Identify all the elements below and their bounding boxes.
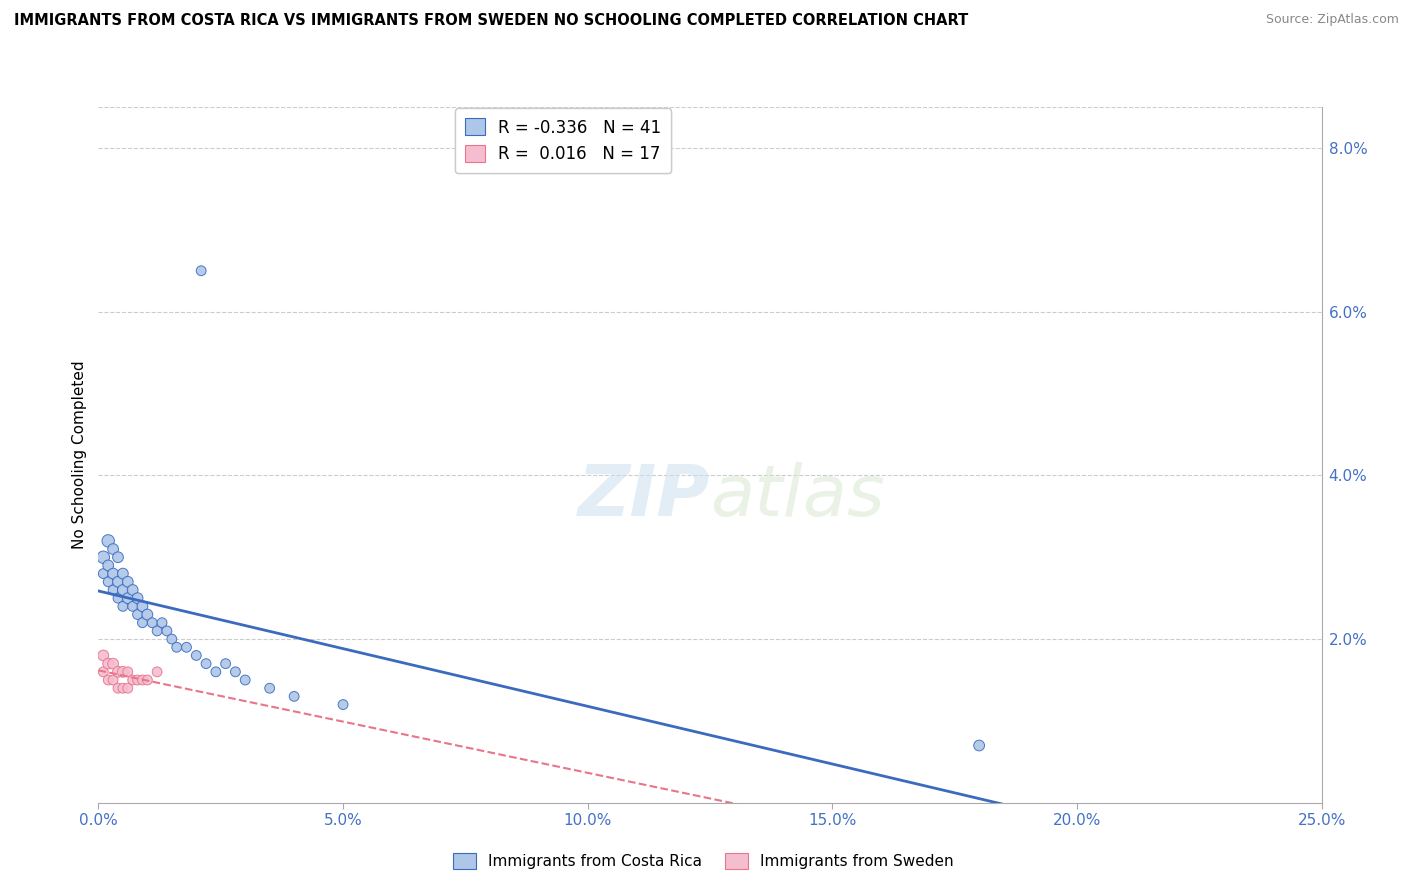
Point bbox=[131, 673, 153, 687]
Point bbox=[97, 574, 120, 589]
Point bbox=[97, 673, 120, 687]
Text: ZIP: ZIP bbox=[578, 462, 710, 531]
Point bbox=[101, 566, 124, 581]
Point bbox=[259, 681, 281, 696]
Point bbox=[111, 681, 134, 696]
Point bbox=[127, 607, 149, 622]
Point bbox=[176, 640, 198, 655]
Point bbox=[107, 665, 129, 679]
Point bbox=[127, 673, 149, 687]
Point bbox=[111, 582, 134, 597]
Point bbox=[205, 665, 228, 679]
Point bbox=[107, 574, 129, 589]
Point bbox=[117, 591, 139, 606]
Point bbox=[121, 582, 143, 597]
Point bbox=[97, 558, 120, 573]
Point bbox=[214, 657, 236, 671]
Point bbox=[107, 591, 129, 606]
Point bbox=[97, 657, 120, 671]
Point bbox=[101, 657, 124, 671]
Point bbox=[233, 673, 256, 687]
Text: Source: ZipAtlas.com: Source: ZipAtlas.com bbox=[1265, 13, 1399, 27]
Point bbox=[186, 648, 208, 663]
Point bbox=[121, 673, 143, 687]
Point bbox=[136, 673, 159, 687]
Point bbox=[136, 607, 159, 622]
Text: atlas: atlas bbox=[710, 462, 884, 531]
Point bbox=[195, 657, 218, 671]
Point bbox=[101, 542, 124, 557]
Point bbox=[146, 624, 169, 638]
Point bbox=[121, 599, 143, 614]
Point bbox=[111, 566, 134, 581]
Point bbox=[117, 665, 139, 679]
Point bbox=[97, 533, 120, 548]
Point bbox=[166, 640, 188, 655]
Legend: R = -0.336   N = 41, R =  0.016   N = 17: R = -0.336 N = 41, R = 0.016 N = 17 bbox=[456, 109, 672, 173]
Text: IMMIGRANTS FROM COSTA RICA VS IMMIGRANTS FROM SWEDEN NO SCHOOLING COMPLETED CORR: IMMIGRANTS FROM COSTA RICA VS IMMIGRANTS… bbox=[14, 13, 969, 29]
Point bbox=[117, 574, 139, 589]
Point bbox=[131, 599, 153, 614]
Point bbox=[160, 632, 183, 646]
Point bbox=[224, 665, 246, 679]
Point bbox=[146, 665, 169, 679]
Point bbox=[141, 615, 163, 630]
Point bbox=[332, 698, 354, 712]
Point bbox=[91, 665, 114, 679]
Point bbox=[91, 566, 114, 581]
Point bbox=[101, 582, 124, 597]
Point bbox=[283, 690, 305, 704]
Legend: Immigrants from Costa Rica, Immigrants from Sweden: Immigrants from Costa Rica, Immigrants f… bbox=[447, 847, 959, 875]
Point bbox=[101, 673, 124, 687]
Point bbox=[131, 615, 153, 630]
Point bbox=[91, 648, 114, 663]
Point bbox=[150, 615, 173, 630]
Y-axis label: No Schooling Completed: No Schooling Completed bbox=[72, 360, 87, 549]
Point bbox=[107, 681, 129, 696]
Point bbox=[111, 665, 134, 679]
Point bbox=[107, 550, 129, 565]
Point bbox=[91, 550, 114, 565]
Point bbox=[190, 264, 212, 278]
Point bbox=[156, 624, 179, 638]
Point bbox=[127, 591, 149, 606]
Point bbox=[117, 681, 139, 696]
Point bbox=[967, 739, 990, 753]
Point bbox=[111, 599, 134, 614]
